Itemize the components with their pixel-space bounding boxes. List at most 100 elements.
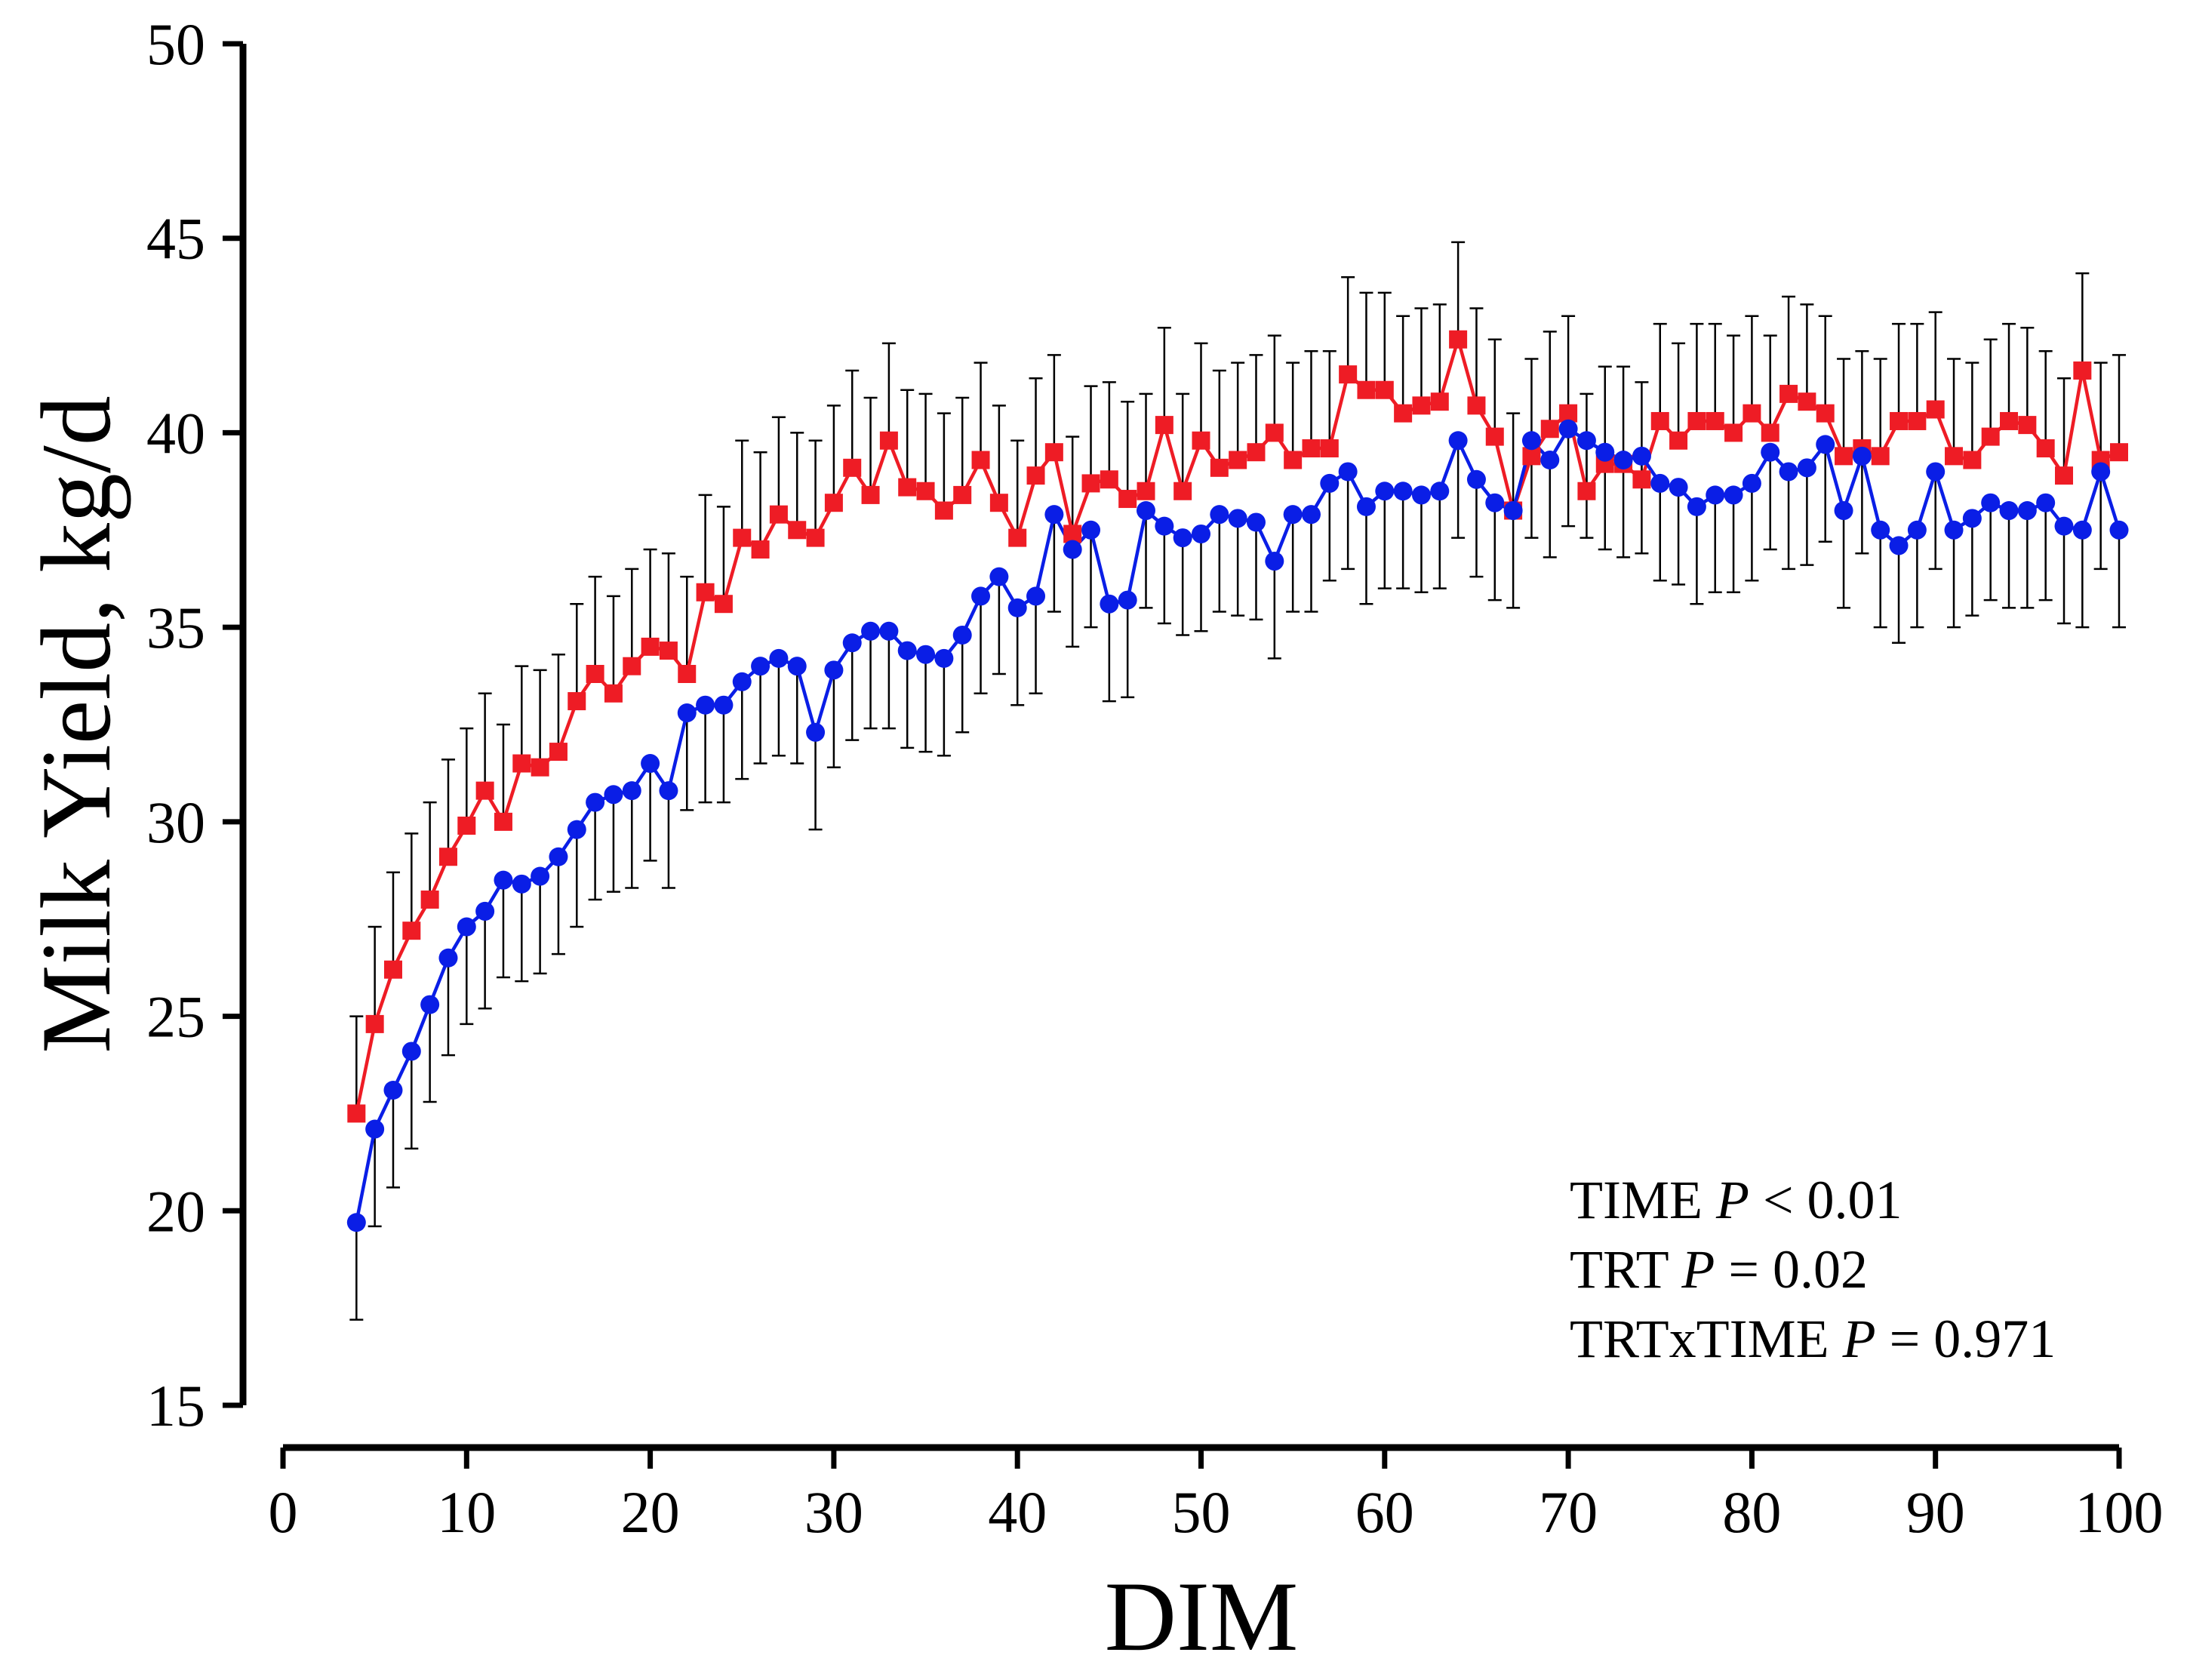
- y-tick-label: 30: [146, 789, 205, 855]
- stats-label: TRTxTIME: [1570, 1309, 1843, 1369]
- blue-point: [1669, 478, 1688, 497]
- x-tick-label: 30: [804, 1479, 863, 1545]
- stats-value: = 0.02: [1715, 1239, 1868, 1300]
- stats-value: = 0.971: [1876, 1309, 2056, 1369]
- red-point: [916, 482, 935, 500]
- red-point: [2000, 411, 2019, 430]
- red-point: [1081, 474, 1100, 493]
- red-point: [1100, 470, 1118, 489]
- red-point: [604, 684, 623, 703]
- blue-point: [1962, 509, 1982, 528]
- blue-point: [1944, 520, 1964, 540]
- blue-point: [420, 995, 440, 1014]
- y-tick-label: 40: [146, 400, 205, 466]
- red-point: [438, 848, 457, 866]
- blue-point: [1393, 482, 1413, 501]
- red-point: [953, 485, 972, 504]
- blue-point: [622, 781, 641, 801]
- blue-point: [365, 1119, 385, 1139]
- error-bars: [349, 241, 2126, 1321]
- red-point: [1265, 423, 1284, 442]
- blue-point: [1137, 501, 1156, 521]
- red-point: [1229, 451, 1247, 469]
- red-point: [1449, 330, 1468, 349]
- red-point: [1706, 411, 1724, 430]
- red-point: [898, 478, 917, 497]
- red-point: [365, 1014, 384, 1033]
- red-point: [1063, 525, 1082, 543]
- red-point: [1026, 466, 1045, 485]
- red-point: [383, 960, 402, 979]
- red-point: [2110, 443, 2128, 462]
- blue-point: [401, 1042, 421, 1061]
- x-tick-label: 80: [1722, 1479, 1781, 1545]
- series-lines: [355, 337, 2121, 1223]
- blue-point: [1063, 540, 1082, 559]
- blue-point: [1485, 493, 1505, 512]
- red-point: [1044, 443, 1063, 462]
- red-point: [971, 451, 990, 469]
- blue-point: [1100, 594, 1119, 614]
- blue-point: [2054, 516, 2074, 536]
- stats-p-symbol: P: [1842, 1309, 1876, 1369]
- red-point: [512, 754, 531, 773]
- red-point: [1761, 423, 1779, 442]
- red-point: [1394, 404, 1413, 423]
- red-point: [1650, 411, 1669, 430]
- red-point: [1137, 482, 1155, 500]
- blue-point: [1448, 431, 1468, 451]
- stats-label: TIME: [1570, 1170, 1716, 1230]
- blue-point: [1118, 590, 1137, 610]
- x-tick-label: 60: [1355, 1479, 1414, 1545]
- blue-point: [934, 648, 954, 668]
- blue-point: [586, 792, 605, 812]
- blue-point: [438, 948, 458, 968]
- blue-point: [1521, 431, 1541, 451]
- blue-point: [1907, 520, 1927, 540]
- x-tick-label: 90: [1906, 1479, 1965, 1545]
- blue-point: [696, 695, 715, 715]
- blue-point: [1265, 552, 1284, 571]
- blue-point: [1613, 451, 1633, 470]
- red-point: [347, 1104, 366, 1123]
- blue-point: [1026, 586, 1046, 606]
- blue-point: [1558, 419, 1578, 438]
- blue-point: [1155, 516, 1174, 536]
- red-point: [1963, 451, 1982, 469]
- red-point: [457, 817, 476, 835]
- red-point: [1669, 431, 1688, 450]
- blue-point: [1503, 501, 1523, 521]
- red-point: [1155, 416, 1173, 435]
- red-point: [1210, 458, 1229, 477]
- blue-point: [1650, 473, 1670, 493]
- red-point: [1632, 470, 1651, 489]
- series-markers: [346, 330, 2129, 1232]
- blue-point: [1576, 431, 1596, 451]
- red-point: [806, 528, 825, 547]
- blue-point: [1742, 473, 1761, 493]
- stats-p-symbol: P: [1715, 1170, 1749, 1230]
- red-point: [1522, 447, 1541, 466]
- red-point: [2073, 361, 2092, 380]
- blue-point: [1007, 598, 1027, 617]
- red-point: [843, 458, 862, 477]
- red-point: [751, 540, 770, 559]
- stats-annotation: TRTxTIME P = 0.971: [1570, 1309, 2056, 1369]
- red-point: [1687, 411, 1706, 430]
- blue-point: [567, 820, 586, 839]
- red-point: [861, 485, 880, 504]
- red-point: [696, 583, 715, 602]
- red-point: [402, 922, 421, 940]
- blue-point: [1816, 435, 1835, 454]
- red-point: [733, 528, 752, 547]
- blue-point: [494, 870, 513, 890]
- blue-point: [989, 567, 1009, 586]
- blue-point: [531, 866, 550, 886]
- red-point: [1375, 380, 1394, 399]
- blue-point: [1081, 520, 1101, 540]
- blue-point: [879, 621, 899, 641]
- red-point: [1816, 404, 1835, 423]
- red-point: [2055, 466, 2074, 485]
- x-tick-label: 0: [269, 1479, 298, 1545]
- blue-point: [475, 901, 495, 921]
